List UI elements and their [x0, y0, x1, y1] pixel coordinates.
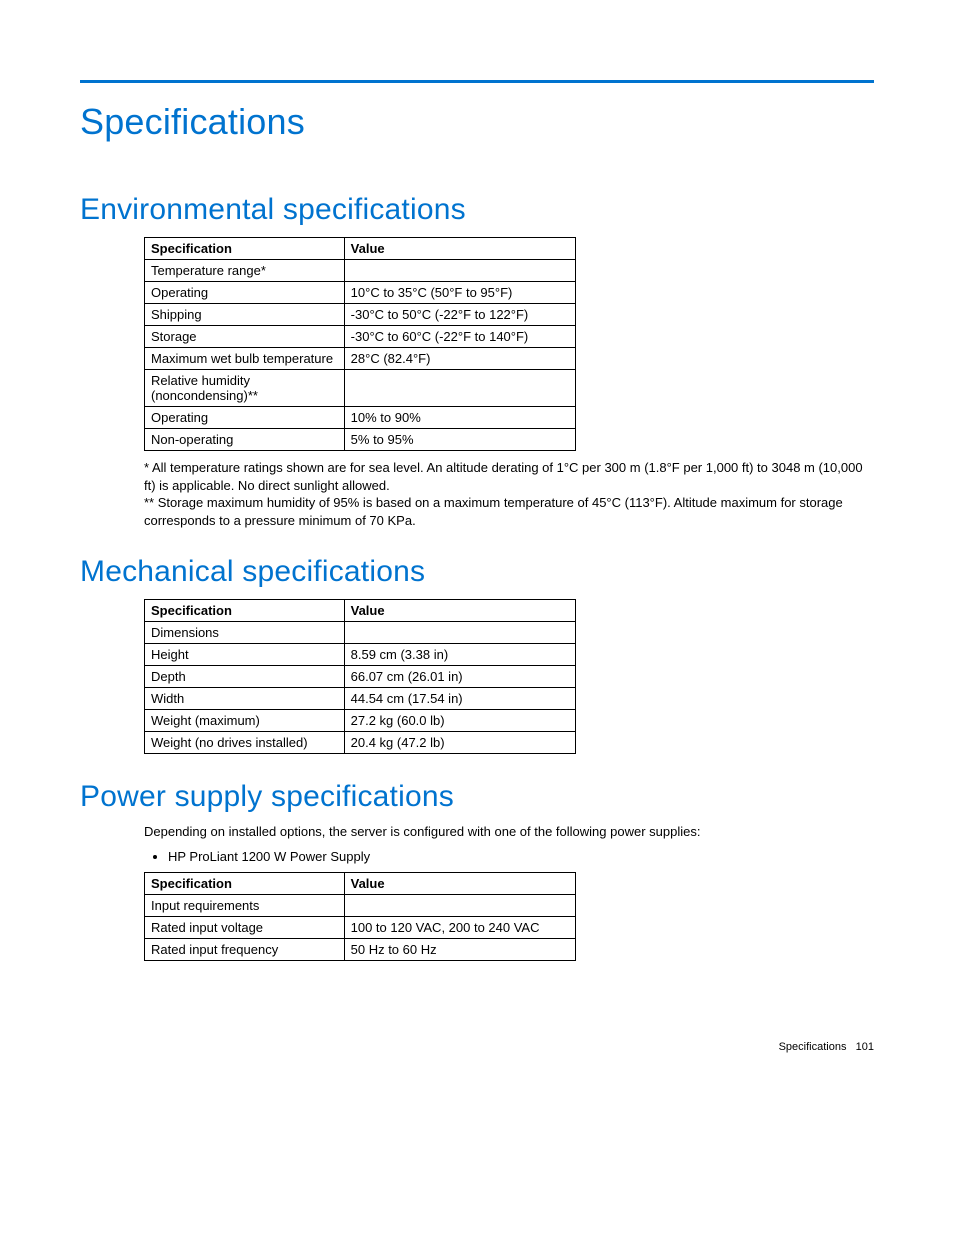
col-value: Value — [344, 600, 575, 622]
cell-spec: Height — [145, 644, 345, 666]
footer-page: 101 — [856, 1041, 874, 1053]
col-value: Value — [344, 873, 575, 895]
cell-value: 28°C (82.4°F) — [344, 348, 575, 370]
table-row: Operating 10°C to 35°C (50°F to 95°F) — [145, 282, 576, 304]
list-item: HP ProLiant 1200 W Power Supply — [168, 849, 874, 864]
footnote: * All temperature ratings shown are for … — [144, 459, 874, 494]
cell-spec: Rated input voltage — [145, 917, 345, 939]
cell-value — [344, 622, 575, 644]
cell-spec: Operating — [145, 282, 345, 304]
table-header-row: Specification Value — [145, 600, 576, 622]
top-rule — [80, 80, 874, 83]
table-row: Depth 66.07 cm (26.01 in) — [145, 666, 576, 688]
cell-value: -30°C to 50°C (-22°F to 122°F) — [344, 304, 575, 326]
cell-value: 10°C to 35°C (50°F to 95°F) — [344, 282, 575, 304]
cell-value: 100 to 120 VAC, 200 to 240 VAC — [344, 917, 575, 939]
table-header-row: Specification Value — [145, 873, 576, 895]
table-row: Input requirements — [145, 895, 576, 917]
cell-spec: Weight (maximum) — [145, 710, 345, 732]
env-table: Specification Value Temperature range* O… — [144, 237, 576, 451]
cell-value: 66.07 cm (26.01 in) — [344, 666, 575, 688]
section-label: Relative humidity (noncondensing)** — [145, 370, 345, 407]
cell-value: 44.54 cm (17.54 in) — [344, 688, 575, 710]
table-row: Shipping -30°C to 50°C (-22°F to 122°F) — [145, 304, 576, 326]
col-spec: Specification — [145, 600, 345, 622]
page-footer: Specifications 101 — [80, 1041, 874, 1053]
cell-spec: Depth — [145, 666, 345, 688]
mech-table: Specification Value Dimensions Height 8.… — [144, 599, 576, 754]
power-intro: Depending on installed options, the serv… — [144, 824, 874, 839]
table-header-row: Specification Value — [145, 238, 576, 260]
cell-spec: Weight (no drives installed) — [145, 732, 345, 754]
cell-value: 5% to 95% — [344, 429, 575, 451]
table-row: Width 44.54 cm (17.54 in) — [145, 688, 576, 710]
cell-spec: Non-operating — [145, 429, 345, 451]
mech-heading: Mechanical specifications — [80, 555, 874, 589]
col-spec: Specification — [145, 873, 345, 895]
table-row: Weight (maximum) 27.2 kg (60.0 lb) — [145, 710, 576, 732]
table-row: Weight (no drives installed) 20.4 kg (47… — [145, 732, 576, 754]
table-row: Dimensions — [145, 622, 576, 644]
cell-value: 27.2 kg (60.0 lb) — [344, 710, 575, 732]
cell-spec: Storage — [145, 326, 345, 348]
cell-value — [344, 895, 575, 917]
cell-value: 50 Hz to 60 Hz — [344, 939, 575, 961]
power-list: HP ProLiant 1200 W Power Supply — [144, 849, 874, 864]
page-title: Specifications — [80, 101, 874, 143]
cell-spec: Maximum wet bulb temperature — [145, 348, 345, 370]
table-row: Height 8.59 cm (3.38 in) — [145, 644, 576, 666]
table-row: Rated input frequency 50 Hz to 60 Hz — [145, 939, 576, 961]
cell-value: 20.4 kg (47.2 lb) — [344, 732, 575, 754]
table-row: Rated input voltage 100 to 120 VAC, 200 … — [145, 917, 576, 939]
table-row: Temperature range* — [145, 260, 576, 282]
env-heading: Environmental specifications — [80, 193, 874, 227]
cell-spec: Operating — [145, 407, 345, 429]
col-spec: Specification — [145, 238, 345, 260]
table-row: Storage -30°C to 60°C (-22°F to 140°F) — [145, 326, 576, 348]
table-row: Operating 10% to 90% — [145, 407, 576, 429]
col-value: Value — [344, 238, 575, 260]
cell-spec: Width — [145, 688, 345, 710]
cell-value — [344, 370, 575, 407]
table-row: Non-operating 5% to 95% — [145, 429, 576, 451]
table-row: Maximum wet bulb temperature 28°C (82.4°… — [145, 348, 576, 370]
section-label: Input requirements — [145, 895, 345, 917]
cell-value: -30°C to 60°C (-22°F to 140°F) — [344, 326, 575, 348]
cell-value — [344, 260, 575, 282]
power-table: Specification Value Input requirements R… — [144, 872, 576, 961]
cell-value: 10% to 90% — [344, 407, 575, 429]
footnote: ** Storage maximum humidity of 95% is ba… — [144, 494, 874, 529]
cell-value: 8.59 cm (3.38 in) — [344, 644, 575, 666]
cell-spec: Rated input frequency — [145, 939, 345, 961]
footer-label: Specifications — [779, 1041, 847, 1053]
section-label: Temperature range* — [145, 260, 345, 282]
power-heading: Power supply specifications — [80, 780, 874, 814]
cell-spec: Shipping — [145, 304, 345, 326]
section-label: Dimensions — [145, 622, 345, 644]
table-row: Relative humidity (noncondensing)** — [145, 370, 576, 407]
